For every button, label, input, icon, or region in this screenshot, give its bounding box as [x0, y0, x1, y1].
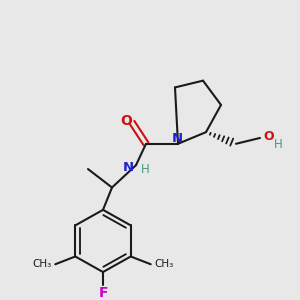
- Text: N: N: [171, 132, 183, 146]
- Text: CH₃: CH₃: [32, 259, 51, 269]
- Text: O: O: [120, 114, 132, 128]
- Text: CH₃: CH₃: [155, 259, 174, 269]
- Text: H: H: [274, 138, 283, 151]
- Text: H: H: [141, 163, 150, 176]
- Text: O: O: [263, 130, 274, 143]
- Text: F: F: [98, 286, 108, 300]
- Text: N: N: [122, 160, 134, 174]
